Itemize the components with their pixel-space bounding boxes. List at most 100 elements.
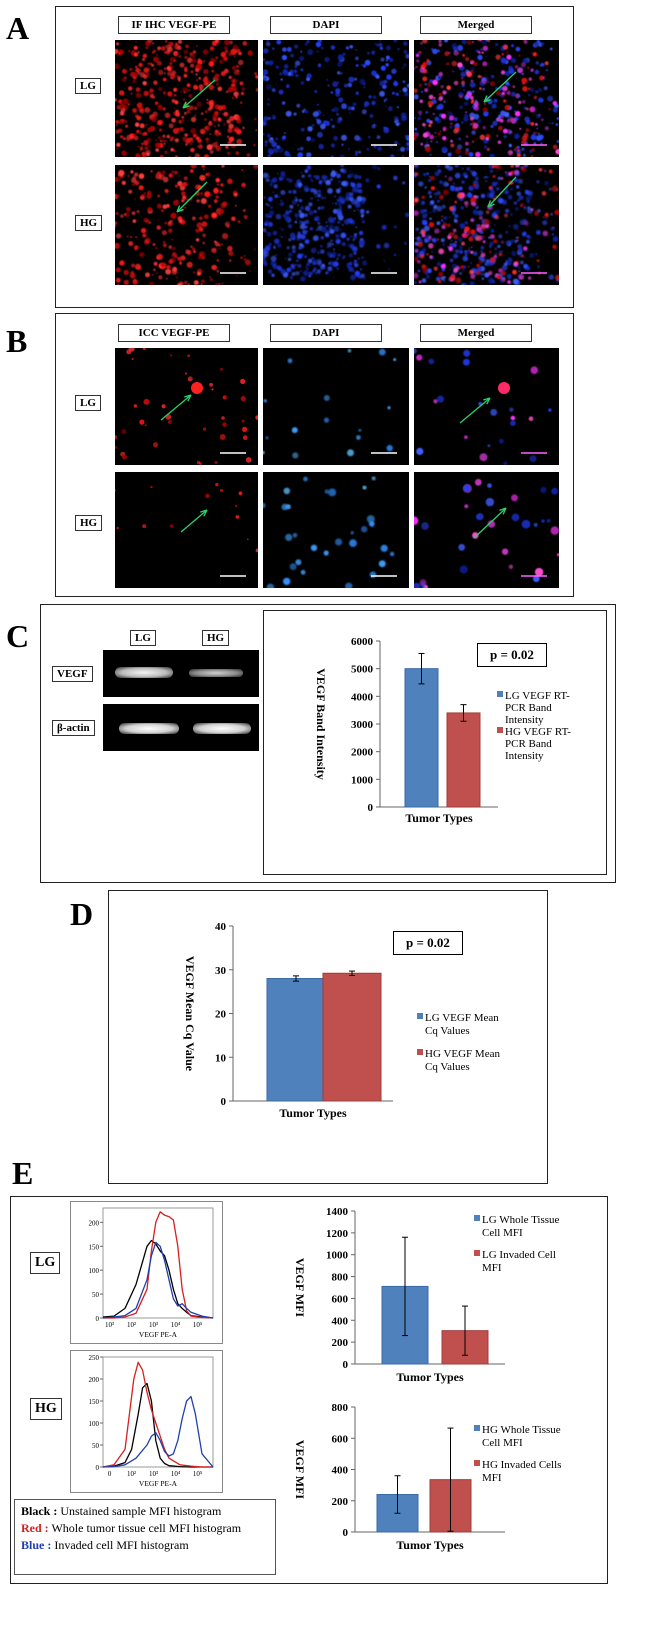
cell-dot	[128, 86, 133, 91]
cell-dot	[131, 357, 134, 361]
cell-dot	[164, 112, 171, 119]
cell-dot	[240, 81, 244, 86]
cell-dot	[538, 168, 543, 172]
cell-dot	[167, 71, 172, 76]
cell-dot	[444, 51, 450, 57]
cell-dot	[348, 266, 354, 272]
cell-dot	[118, 52, 121, 55]
cell-dot	[230, 49, 236, 55]
cell-dot	[231, 96, 235, 100]
cell-dot	[555, 123, 559, 126]
cell-dot	[550, 212, 553, 216]
cell-dot	[144, 424, 147, 427]
micrograph-b-hg-vegf	[115, 472, 258, 588]
cell-dot	[196, 222, 203, 229]
cell-dot	[438, 40, 442, 43]
cell-dot	[340, 232, 347, 239]
cell-dot	[434, 196, 437, 199]
cell-dot	[542, 230, 549, 237]
cell-dot	[320, 249, 325, 254]
cell-dot	[337, 221, 341, 224]
cell-dot	[304, 205, 311, 212]
cell-dot	[195, 86, 199, 90]
cell-dot	[552, 107, 558, 113]
cell-dot	[432, 48, 438, 55]
cell-dot	[173, 120, 176, 123]
cell-dot	[525, 196, 531, 202]
cell-dot	[386, 74, 392, 80]
histogram-line-black	[102, 1382, 213, 1468]
cell-dot	[420, 90, 424, 93]
cell-dot	[527, 200, 530, 204]
cell-dot	[429, 134, 434, 140]
cell-dot	[275, 82, 277, 85]
cell-dot	[548, 187, 552, 191]
cell-dot	[473, 251, 478, 256]
cell-dot	[458, 543, 466, 551]
cell-dot	[298, 198, 303, 203]
cell-dot	[535, 90, 539, 94]
cell-dot	[523, 40, 528, 44]
cell-dot	[153, 56, 159, 63]
cell-dot	[153, 80, 158, 85]
legend-swatch	[497, 727, 503, 733]
cell-dot	[443, 276, 446, 279]
cell-dot	[116, 42, 120, 46]
cell-dot	[453, 253, 459, 259]
cell-dot	[475, 151, 481, 157]
cell-dot	[130, 170, 134, 174]
x-tick-label: 10³	[105, 1321, 114, 1329]
cell-dot	[418, 50, 422, 54]
cell-dot	[192, 133, 197, 138]
cell-dot	[506, 90, 511, 95]
cell-dot	[312, 111, 319, 118]
cell-dot	[269, 182, 273, 187]
cell-dot	[176, 199, 179, 202]
cell-dot	[195, 228, 200, 233]
cell-dot	[293, 112, 297, 116]
cell-dot	[188, 105, 194, 111]
cell-dot	[139, 419, 145, 425]
cell-dot	[267, 203, 270, 207]
cell-dot	[202, 49, 209, 55]
legend-label: MFI	[482, 1472, 502, 1484]
cell-dot	[300, 569, 306, 575]
cell-dot	[217, 105, 223, 111]
cell-dot	[537, 132, 540, 135]
cell-dot	[178, 174, 180, 177]
cell-dot	[470, 197, 477, 203]
cell-dot	[168, 228, 173, 233]
cell-dot	[211, 264, 218, 271]
cell-dot	[363, 277, 366, 280]
cell-dot	[310, 188, 315, 193]
cell-dot	[155, 139, 157, 142]
cell-dot	[449, 115, 455, 121]
cell-dot	[470, 246, 473, 248]
cell-dot	[514, 239, 518, 243]
cell-dot	[449, 243, 454, 247]
cell-dot	[452, 70, 454, 73]
cell-dot	[266, 133, 271, 138]
cell-dot	[335, 234, 340, 239]
cell-dot	[216, 82, 220, 86]
cell-dot	[450, 143, 455, 148]
cell-dot	[268, 242, 272, 247]
cell-dot	[414, 197, 419, 203]
cell-dot	[544, 169, 547, 172]
cell-dot	[505, 260, 508, 263]
cell-dot	[422, 68, 428, 74]
cell-dot	[405, 146, 409, 151]
cell-dot	[422, 61, 428, 67]
cell-dot	[219, 247, 221, 249]
cell-dot	[428, 104, 432, 108]
cell-dot	[157, 46, 162, 51]
cell-dot	[518, 195, 524, 201]
cell-dot	[174, 184, 178, 188]
micrograph-a-hg-dapi	[263, 165, 409, 285]
cell-dot	[403, 63, 407, 67]
cell-dot	[286, 505, 291, 509]
cell-dot	[286, 267, 292, 273]
cell-dot	[399, 90, 401, 92]
legend-label: Intensity	[505, 714, 544, 726]
cell-dot	[454, 173, 461, 179]
